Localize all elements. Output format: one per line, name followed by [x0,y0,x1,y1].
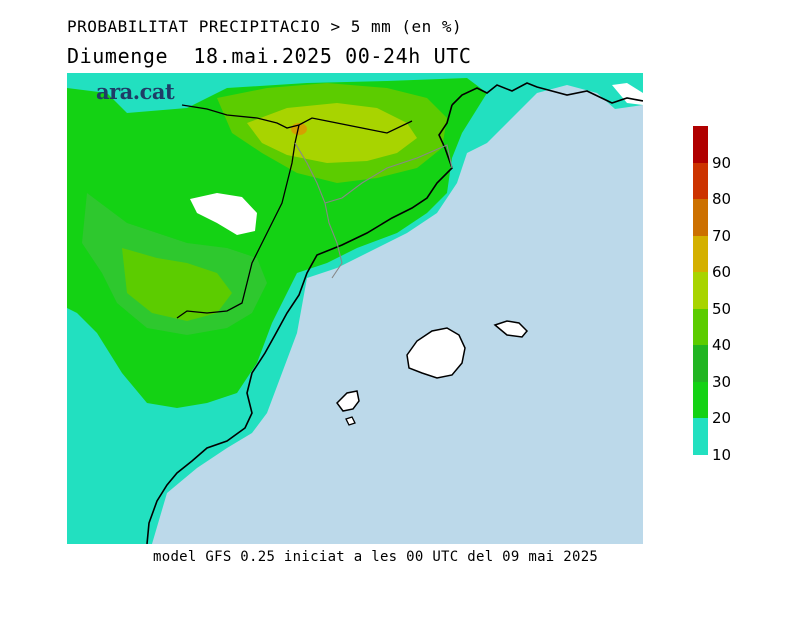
colorbar-label: 80 [712,190,732,208]
coastline [146,82,643,544]
colorbar-segment [693,381,708,418]
map-subtitle-date: Diumenge 18.mai.2025 00-24h UTC [67,44,472,68]
dry-area-white [190,193,257,235]
colorbar-segment [693,199,708,236]
aracat-logo: ara.cat [96,79,175,104]
island-formentera [345,416,356,426]
colorbar-segment [693,126,708,163]
island-mallorca [406,327,466,379]
model-run-footer: model GFS 0.25 iniciat a les 00 UTC del … [153,549,599,565]
land-yellowgreen-50 [247,103,417,163]
colorbar [693,126,708,455]
country-border [176,104,413,319]
colorbar-label: 10 [712,445,732,464]
colorbar-label: 20 [712,409,732,427]
colorbar-label: 70 [712,226,732,245]
region-border [294,142,453,279]
colorbar-segment [693,345,708,382]
colorbar-label: 40 [712,336,732,354]
colorbar-segment [693,162,708,199]
colorbar-label: 30 [712,372,732,391]
colorbar-label: 90 [712,153,732,172]
precipitation-map [67,73,643,544]
colorbar-segment [693,272,708,309]
colorbar-segment [693,418,708,455]
colorbar-label: 60 [712,263,732,281]
land-green-40-south [122,248,232,321]
colorbar-label: 50 [712,299,732,318]
island-ibiza [336,390,360,412]
colorbar-segment [693,308,708,345]
map-title: PROBABILITAT PRECIPITACIO > 5 mm (en %) [67,17,463,36]
island-menorca [493,320,529,338]
colorbar-segment [693,235,708,272]
map-svg [67,73,643,544]
